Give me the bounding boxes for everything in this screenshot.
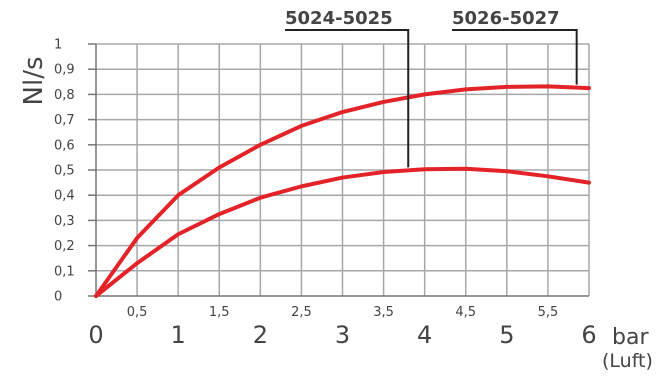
x-tick-label: 6 — [581, 321, 596, 349]
x-minor-tick-label: 5,5 — [538, 305, 559, 320]
x-minor-tick-label: 2,5 — [291, 305, 312, 320]
x-tick-label: 0 — [88, 321, 103, 349]
series-lines — [94, 84, 591, 298]
x-minor-tick-label: 0,5 — [127, 305, 148, 320]
series-5026-5027-line — [94, 84, 591, 298]
series-label-leader-5026-5027 — [452, 29, 578, 85]
series-label-5024-5025: 5024-5025 — [285, 8, 393, 29]
y-tick-label: 0 — [54, 290, 62, 305]
x-minor-tick-label: 4,5 — [455, 305, 476, 320]
y-tick-label: 0,8 — [54, 88, 75, 103]
series-5024-5025-line — [94, 166, 591, 298]
x-minor-tick-label: 3,5 — [373, 305, 394, 320]
series-label-5026-5027: 5026-5027 — [452, 8, 560, 29]
y-tick-label: 0,9 — [54, 63, 75, 78]
x-tick-label: 4 — [417, 321, 432, 349]
x-tick-label: 5 — [499, 321, 514, 349]
x-axis-unit-label: bar — [612, 325, 649, 350]
y-tick-label: 0,2 — [54, 239, 75, 254]
y-tick-label: 0,4 — [54, 189, 75, 204]
y-tick-label: 1 — [54, 38, 62, 53]
x-minor-tick-label: 1,5 — [209, 305, 230, 320]
tick-labels: 0 0,1 0,2 0,3 0,4 0,5 0,6 0,7 0,8 0,9 1 0 1 2 3 4 5 6 0,5 1… — [54, 8, 597, 349]
x-tick-label: 2 — [253, 321, 268, 349]
y-tick-label: 0,3 — [54, 214, 75, 229]
y-tick-label: 0,6 — [54, 138, 75, 153]
x-axis-note-label: (Luft) — [602, 350, 653, 372]
y-tick-label: 0,7 — [54, 113, 75, 128]
y-tick-label: 0,5 — [54, 164, 75, 179]
x-tick-label: 3 — [335, 321, 350, 349]
series-label-leader-5024-5025 — [285, 29, 410, 168]
y-axis-label: Nl/s — [19, 57, 49, 106]
y-tick-label: 0,1 — [54, 264, 75, 279]
x-tick-label: 1 — [171, 321, 186, 349]
grid-lines — [96, 43, 590, 296]
